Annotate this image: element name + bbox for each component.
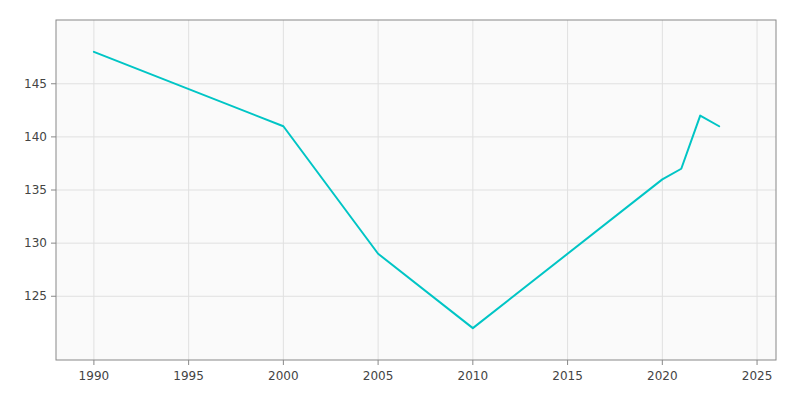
x-tick	[567, 360, 568, 365]
y-tick-label: 145	[24, 77, 47, 91]
line	[94, 52, 719, 328]
x-tick	[283, 360, 284, 365]
x-tick	[662, 360, 663, 365]
x-tick-label: 1995	[173, 369, 204, 383]
x-tick-label: 2010	[458, 369, 489, 383]
axes: 1990 1995 2000 2005 2010 2015 2020 2025 125 130 13…	[24, 20, 776, 383]
x-tick-label: 2000	[268, 369, 299, 383]
x-tick	[757, 360, 758, 365]
y-tick	[51, 296, 56, 297]
x-tick-label: 2020	[647, 369, 678, 383]
x-tick-label: 1990	[79, 369, 110, 383]
y-tick-label: 125	[24, 289, 47, 303]
x-tick-label: 2025	[742, 369, 773, 383]
y-tick	[51, 243, 56, 244]
chart-container: 1990 1995 2000 2005 2010 2015 2020 2025 125 130 13…	[0, 0, 800, 400]
y-tick-label: 140	[24, 130, 47, 144]
x-tick	[472, 360, 473, 365]
y-tick	[51, 190, 56, 191]
y-grid-line	[56, 243, 776, 244]
y-tick	[51, 83, 56, 84]
plot-background	[56, 20, 776, 360]
grid	[56, 20, 776, 360]
x-tick	[188, 360, 189, 365]
y-grid-line	[56, 136, 776, 137]
y-tick-label: 130	[24, 236, 47, 250]
x-tick	[93, 360, 94, 365]
x-tick-label: 2005	[363, 369, 394, 383]
series-group	[94, 52, 719, 328]
plot-frame	[56, 20, 776, 360]
x-tick-label: 2015	[552, 369, 583, 383]
y-grid-line	[56, 190, 776, 191]
y-tick-label: 135	[24, 183, 47, 197]
y-grid-line	[56, 83, 776, 84]
chart-svg: 1990 1995 2000 2005 2010 2015 2020 2025 125 130 13…	[0, 0, 800, 400]
y-grid-line	[56, 296, 776, 297]
y-tick	[51, 136, 56, 137]
x-tick	[378, 360, 379, 365]
